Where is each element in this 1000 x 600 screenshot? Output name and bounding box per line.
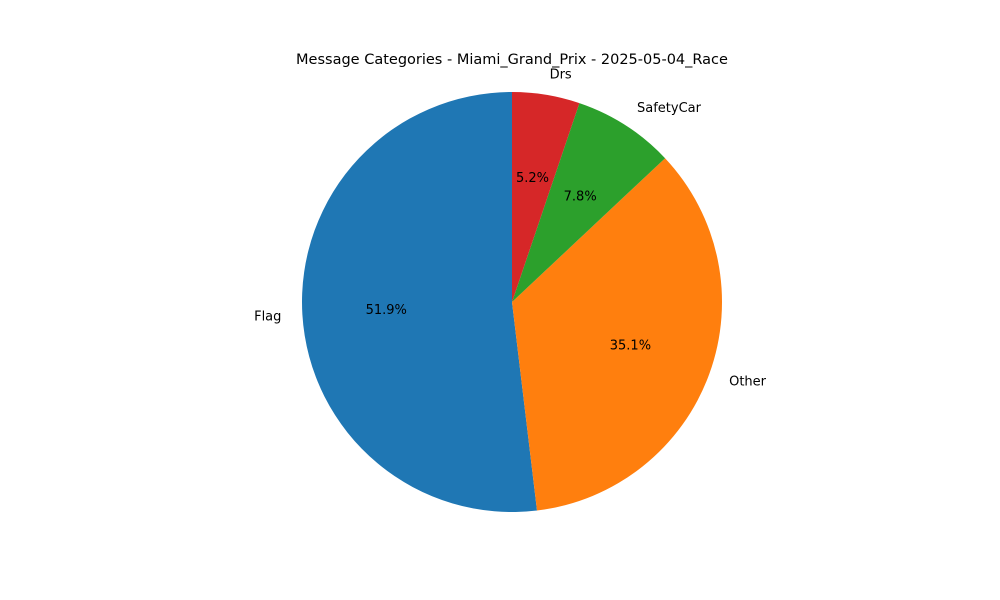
- slice-label-other: Other: [729, 374, 767, 389]
- slice-percent-safetycar: 7.8%: [564, 190, 597, 205]
- slice-percent-drs: 5.2%: [516, 171, 549, 186]
- pie-slices: [301, 92, 723, 513]
- pie-slice-other: [512, 158, 723, 511]
- slice-label-drs: Drs: [550, 68, 572, 83]
- pie-slice-flag: [301, 92, 538, 513]
- chart-title: Message Categories - Miami_Grand_Prix - …: [296, 52, 728, 68]
- slice-percent-flag: 51.9%: [366, 303, 407, 318]
- slice-label-flag: Flag: [254, 309, 281, 324]
- pie-slice-safetycar: [512, 103, 666, 302]
- pie-slice-drs: [512, 92, 580, 302]
- slice-label-safetycar: SafetyCar: [637, 101, 702, 116]
- pie-labels: Flag 51.9% Other 35.1% SafetyCar 7.8% Drs 5.2%: [254, 68, 767, 390]
- slice-percent-other: 35.1%: [610, 339, 651, 354]
